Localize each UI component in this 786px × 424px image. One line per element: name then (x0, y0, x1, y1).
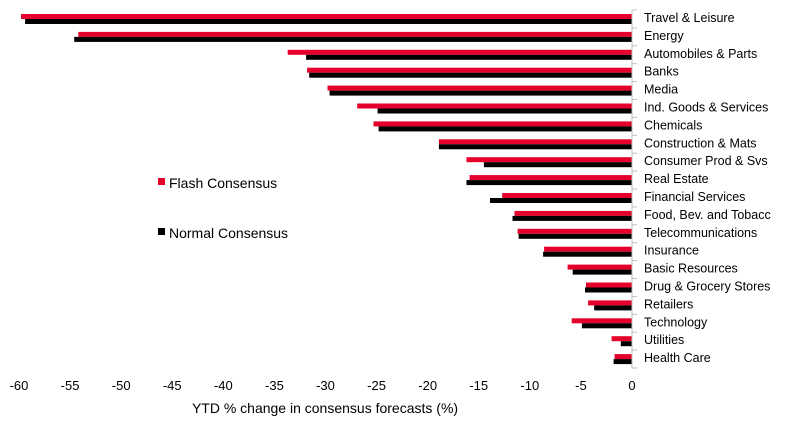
bar-normal-consensus-energy (74, 36, 632, 42)
bar-flash-consensus-drug-grocery-stores (586, 282, 632, 288)
x-tick-label: -45 (163, 378, 182, 393)
bar-normal-consensus-basic-resources (572, 269, 632, 275)
category-label-chemicals: Chemicals (644, 118, 702, 132)
bar-normal-consensus-insurance (543, 251, 632, 257)
bar-normal-consensus-drug-grocery-stores (585, 287, 632, 293)
bars-group (21, 14, 633, 365)
category-label-technology: Technology (644, 315, 708, 329)
x-axis: -60 -55 -50 -45 -40 -35 -30 -25 -20 -15 -10 -5 0 (10, 9, 637, 393)
category-label-telecommunications: Telecommunications (644, 226, 757, 240)
bar-normal-consensus-construction-mats (438, 144, 632, 150)
bar-normal-consensus-food-bev-and-tobacc (512, 215, 632, 221)
category-label-ind-goods-services: Ind. Goods & Services (644, 101, 768, 115)
category-label-insurance: Insurance (644, 244, 699, 258)
bar-flash-consensus-telecommunications (517, 228, 632, 234)
x-tick-label: -25 (367, 378, 386, 393)
bar-flash-consensus-utilities (611, 336, 632, 342)
category-label-food-bev-and-tobacc: Food, Bev. and Tobacc (644, 208, 771, 222)
category-label-consumer-prod-svs: Consumer Prod & Svs (644, 154, 768, 168)
bar-normal-consensus-chemicals (378, 126, 632, 132)
bar-normal-consensus-automobiles-parts (306, 54, 632, 60)
legend-swatch-normal (158, 228, 165, 235)
category-label-retailers: Retailers (644, 297, 693, 311)
bar-flash-consensus-health-care (614, 354, 632, 360)
bar-flash-consensus-consumer-prod-svs (466, 157, 632, 163)
x-tick-label: 0 (628, 378, 635, 393)
x-tick-label: -5 (575, 378, 587, 393)
x-tick-label: -60 (10, 378, 29, 393)
legend-label-flash: Flash Consensus (169, 175, 277, 191)
x-tick-label: -55 (61, 378, 80, 393)
category-label-travel-leisure: Travel & Leisure (644, 11, 735, 25)
bar-flash-consensus-banks (307, 67, 632, 73)
x-tick-label: -10 (520, 378, 539, 393)
category-label-construction-mats: Construction & Mats (644, 136, 757, 150)
bar-flash-consensus-energy (78, 31, 633, 37)
category-label-drug-grocery-stores: Drug & Grocery Stores (644, 280, 770, 294)
legend-label-normal: Normal Consensus (169, 225, 288, 241)
x-tick-label: -35 (265, 378, 284, 393)
category-label-banks: Banks (644, 65, 679, 79)
bar-normal-consensus-travel-leisure (25, 19, 633, 24)
category-label-health-care: Health Care (644, 351, 711, 365)
bar-flash-consensus-media (327, 85, 632, 91)
bar-flash-consensus-food-bev-and-tobacc (514, 210, 632, 216)
category-label-basic-resources: Basic Resources (644, 262, 738, 276)
bar-normal-consensus-utilities (620, 341, 632, 347)
x-axis-title: YTD % change in consensus forecasts (%) (192, 400, 458, 416)
bar-flash-consensus-real-estate (469, 175, 632, 181)
legend-swatch-flash (158, 178, 165, 185)
legend: Flash Consensus Normal Consensus (158, 175, 288, 241)
x-tick-label: -50 (112, 378, 131, 393)
bar-normal-consensus-retailers (594, 305, 632, 311)
bar-normal-consensus-financial-services (490, 198, 632, 203)
bar-normal-consensus-banks (309, 72, 632, 78)
category-label-financial-services: Financial Services (644, 190, 745, 204)
bar-flash-consensus-insurance (544, 246, 632, 252)
x-tick-label: -30 (316, 378, 335, 393)
bar-normal-consensus-technology (581, 323, 632, 329)
bar-normal-consensus-real-estate (466, 180, 632, 186)
bar-normal-consensus-consumer-prod-svs (483, 162, 632, 168)
bar-flash-consensus-technology (571, 318, 632, 324)
category-label-media: Media (644, 83, 678, 97)
x-tick-label: -40 (214, 378, 233, 393)
bar-flash-consensus-construction-mats (438, 139, 632, 145)
bar-normal-consensus-media (329, 90, 632, 96)
bar-flash-consensus-financial-services (502, 193, 632, 198)
bar-flash-consensus-retailers (588, 300, 632, 306)
bar-flash-consensus-basic-resources (567, 264, 632, 270)
bar-normal-consensus-ind-goods-services (377, 108, 632, 114)
category-label-utilities: Utilities (644, 333, 684, 347)
bar-flash-consensus-ind-goods-services (357, 103, 632, 109)
category-label-real-estate: Real Estate (644, 172, 709, 186)
bar-flash-consensus-automobiles-parts (287, 49, 632, 55)
category-labels-group: Travel & Leisure Energy Automobiles & Part… (644, 11, 771, 365)
x-tick-label: -15 (469, 378, 488, 393)
category-label-automobiles-parts: Automobiles & Parts (644, 47, 757, 61)
x-tick-label: -20 (418, 378, 437, 393)
bar-flash-consensus-chemicals (373, 121, 632, 127)
bar-normal-consensus-health-care (613, 359, 632, 365)
bar-normal-consensus-telecommunications (518, 233, 632, 239)
category-label-energy: Energy (644, 29, 684, 43)
bar-flash-consensus-travel-leisure (21, 14, 632, 19)
